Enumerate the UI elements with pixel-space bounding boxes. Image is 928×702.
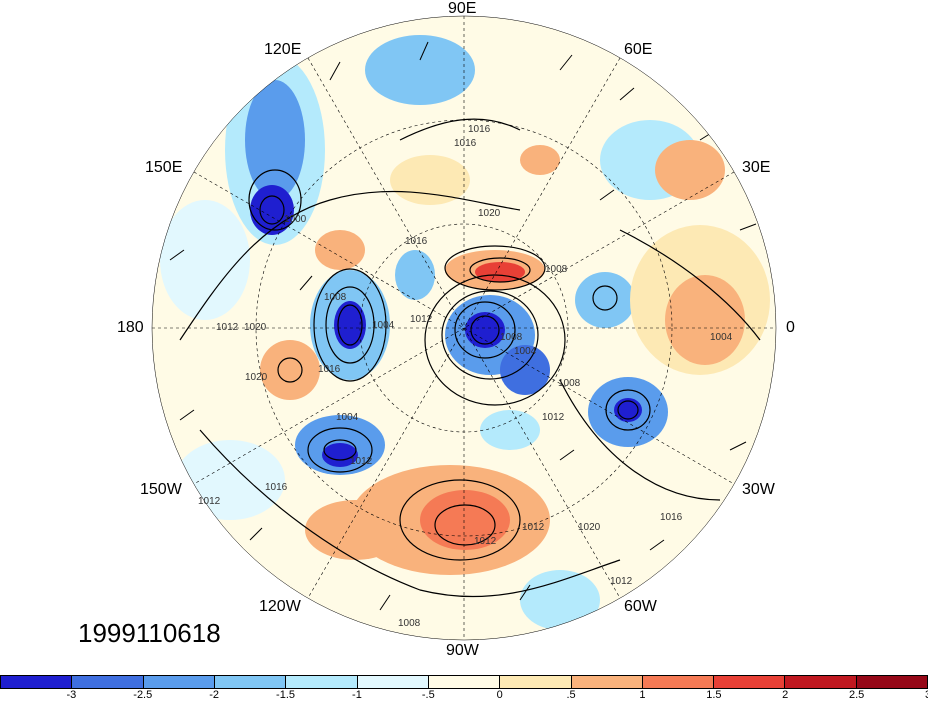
contour-label: 1012 [198, 496, 221, 507]
colorbar-segment [428, 675, 501, 689]
colorbar-tick-label: -1 [352, 689, 362, 701]
colorbar-tick-label: -2.5 [133, 689, 153, 701]
colorbar-tick-label: -.5 [421, 689, 435, 701]
longitude-label-30e: 30E [742, 159, 771, 176]
contour-label: 1000 [284, 214, 307, 225]
contour-label: 1016 [405, 236, 428, 247]
contour-labels: 1016 1020 1016 1012 1008 1004 1000 1012 … [198, 124, 733, 629]
contour-label: 1008 [558, 378, 581, 389]
contour-label: 1012 [474, 536, 497, 547]
contour-label: 1020 [478, 208, 501, 219]
contour-label: 1004 [710, 332, 733, 343]
longitude-label-60w: 60W [624, 598, 657, 615]
contour-label: 1016 [468, 124, 491, 135]
colorbar-tick-label: 2.5 [848, 689, 865, 701]
colorbar-segment [785, 675, 857, 689]
colorbar-tick-label: -1.5 [276, 689, 296, 701]
colorbar-segment [571, 675, 643, 689]
longitude-label-150w: 150W [140, 481, 182, 498]
colorbar-segment [214, 675, 287, 689]
colorbar-segment [0, 675, 73, 689]
contour-label: 1012 [350, 456, 373, 467]
contour-label: 1016 [318, 364, 341, 375]
colorbar-tick-label: .5 [566, 689, 576, 701]
colorbar-tick-label: -2 [209, 689, 220, 701]
colorbar [0, 675, 928, 689]
colorbar-tick-label: 1 [639, 689, 646, 701]
longitude-label-60e: 60E [624, 41, 653, 58]
map-boundary [151, 15, 777, 641]
contour-label: 1004 [372, 320, 395, 331]
longitude-label-150e: 150E [145, 159, 183, 176]
longitude-label-180: 180 [117, 319, 144, 336]
colorbar-tick-label: 2 [782, 689, 789, 701]
contour-label: 1016 [265, 482, 288, 493]
contour-label: 1012 [410, 314, 433, 325]
contour-label: 1016 [660, 512, 683, 523]
contour-label: 1008 [500, 332, 523, 343]
contour-label: 1012 [522, 522, 545, 533]
contour-label: 1016 [454, 138, 477, 149]
contour-label: 1008 [324, 292, 347, 303]
colorbar-tick-label: -3 [66, 689, 77, 701]
colorbar-segment [357, 675, 429, 689]
contour-label: 1008 [398, 618, 421, 629]
colorbar-segment [714, 675, 786, 689]
longitude-label-0: 0 [786, 319, 795, 336]
graticule [152, 16, 776, 640]
pressure-contours [179, 118, 761, 598]
colorbar-segment [500, 675, 572, 689]
colorbar-segment [72, 675, 144, 689]
colorbar-tick-label: 1.5 [706, 689, 722, 701]
colorbar-segment [286, 675, 358, 689]
timestamp-label: 1999110618 [78, 618, 221, 648]
contour-label: 1004 [336, 412, 359, 423]
colorbar-segment [856, 675, 928, 689]
colorbar-segment [642, 675, 715, 689]
longitude-label-90w: 90W [446, 642, 479, 659]
colorbar-segment [143, 675, 215, 689]
colorbar-tick-label: 0 [496, 689, 503, 701]
longitude-label-90e: 90E [448, 0, 477, 17]
longitude-label-30w: 30W [742, 481, 775, 498]
longitude-label-120w: 120W [259, 598, 301, 615]
contour-label: 1012 [542, 412, 565, 423]
contour-label: 1012 [610, 576, 633, 587]
longitude-label-120e: 120E [264, 41, 302, 58]
contour-label: 1004 [514, 346, 537, 357]
colorbar-tick-label: 3 [925, 689, 928, 701]
contour-label: 1020 [578, 522, 601, 533]
contour-label: 1012 [216, 322, 239, 333]
contour-label: 1008 [545, 264, 568, 275]
contour-label: 1020 [245, 372, 268, 383]
contour-label: 1020 [244, 322, 267, 333]
